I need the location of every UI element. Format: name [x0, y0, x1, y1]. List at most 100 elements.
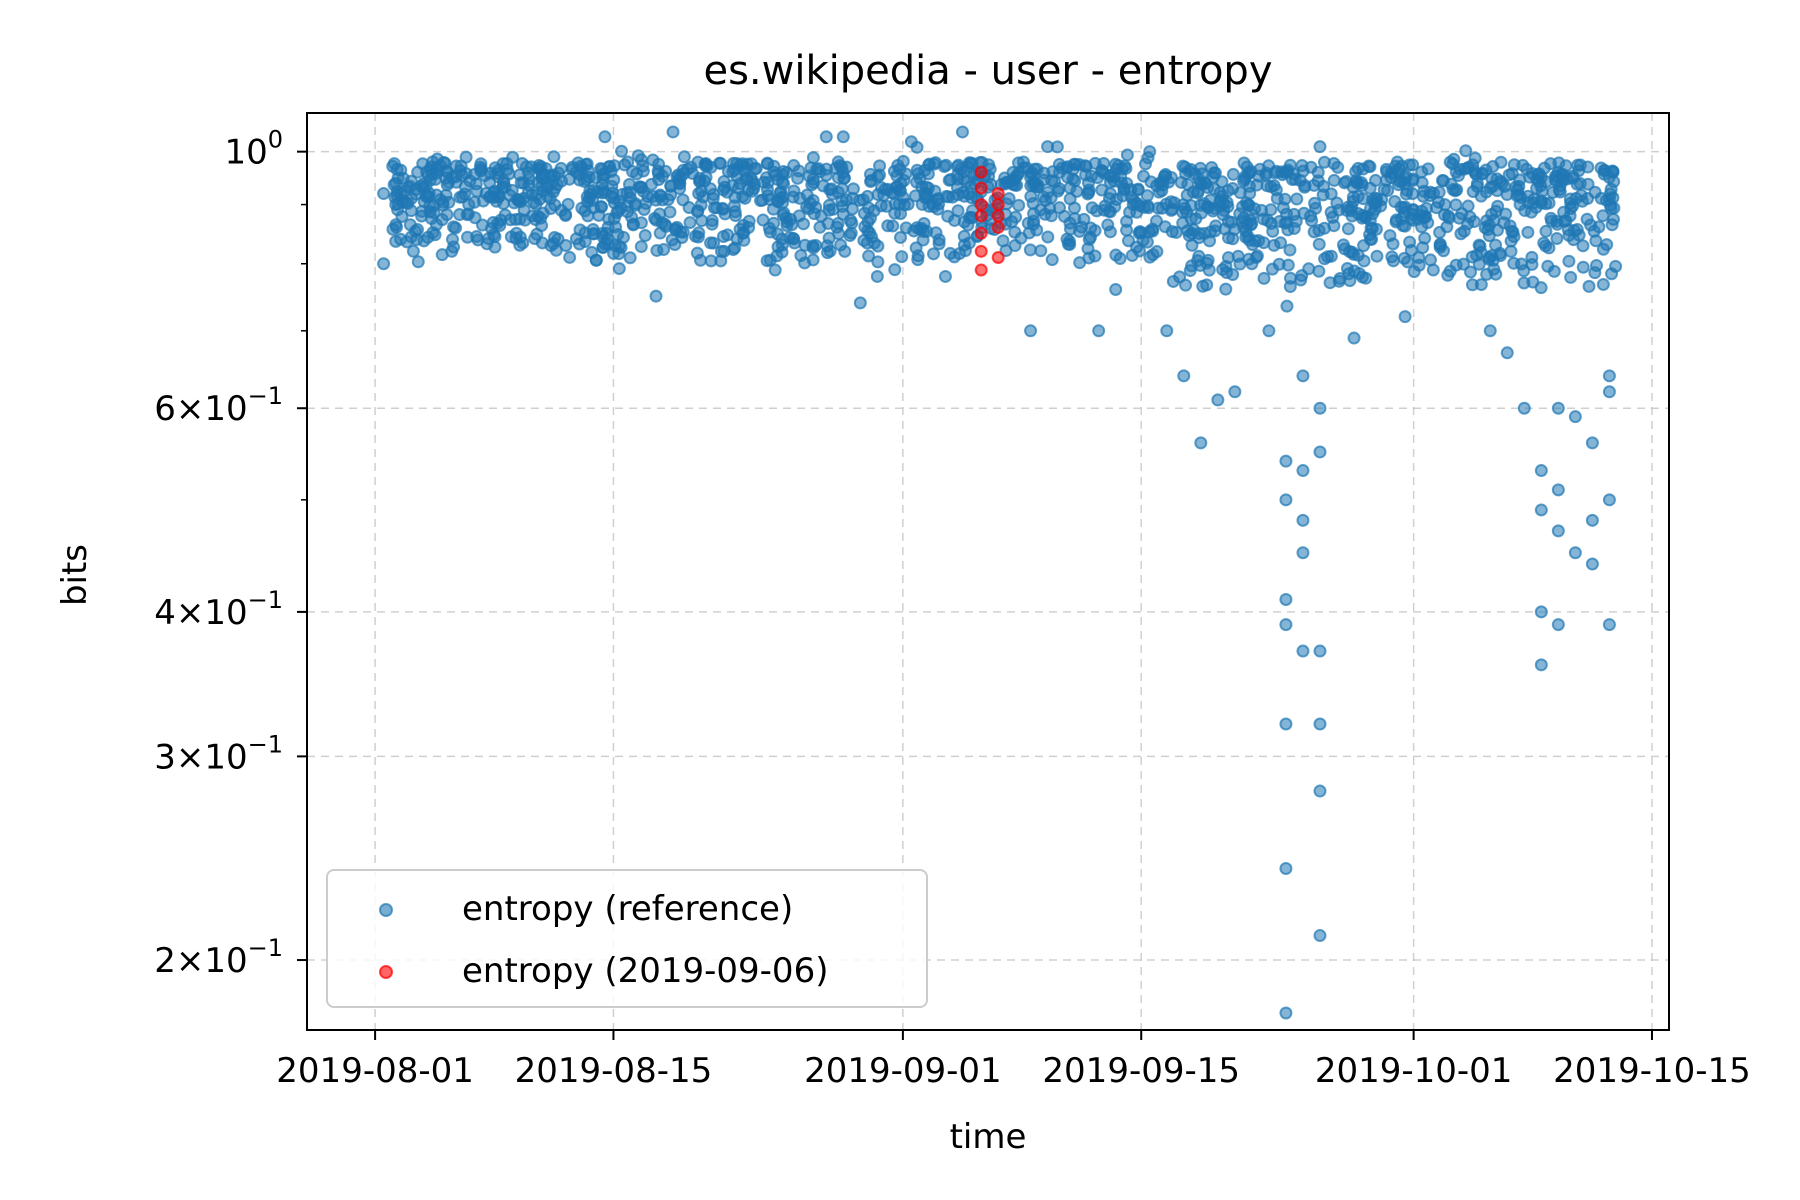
data-point-reference: [1553, 185, 1567, 199]
legend-box: [326, 869, 928, 1008]
data-point-reference: [1270, 191, 1284, 205]
data-point-reference: [539, 162, 553, 176]
data-point-anomaly: [974, 198, 988, 212]
data-point-reference: [1242, 166, 1256, 180]
data-point-reference: [563, 250, 577, 264]
data-point-reference: [963, 156, 977, 170]
data-point-reference: [899, 221, 913, 235]
data-point-reference: [525, 209, 539, 223]
data-point-reference: [1400, 183, 1414, 197]
data-point-reference: [736, 218, 750, 232]
data-point-reference: [1461, 161, 1475, 175]
data-point-reference: [596, 167, 610, 181]
data-point-reference: [779, 211, 793, 225]
data-point-reference: [706, 236, 720, 250]
data-point-reference: [1150, 179, 1164, 193]
data-point-reference: [453, 164, 467, 178]
data-point-reference: [1084, 230, 1098, 244]
data-point-reference: [690, 205, 704, 219]
data-point-reference: [796, 217, 810, 231]
data-point-reference: [1570, 222, 1584, 236]
data-point-reference: [1312, 237, 1326, 251]
data-point-reference: [377, 187, 391, 201]
data-point-reference: [1257, 271, 1271, 285]
y-tick-label: 4×10−1: [154, 586, 283, 633]
data-point-reference: [948, 213, 962, 227]
legend-marker-anomaly: [379, 965, 393, 979]
data-point-reference: [771, 227, 785, 241]
data-point-reference: [1456, 257, 1470, 271]
data-point-reference: [1493, 246, 1507, 260]
data-point-reference: [917, 224, 931, 238]
data-point-reference: [1137, 169, 1151, 183]
data-point-reference: [453, 190, 467, 204]
data-point-reference: [760, 182, 774, 196]
data-point-reference: [1576, 239, 1590, 253]
data-point-reference: [666, 125, 680, 139]
data-point-reference: [1388, 195, 1402, 209]
data-point-reference: [901, 197, 915, 211]
data-point-reference: [611, 204, 625, 218]
data-point-reference: [1318, 252, 1332, 266]
data-point-reference: [819, 130, 833, 144]
data-point-reference: [1296, 644, 1310, 658]
data-point-reference: [1324, 187, 1338, 201]
data-point-reference: [438, 156, 452, 170]
data-point-reference: [411, 165, 425, 179]
data-point-reference: [1045, 174, 1059, 188]
data-point-reference: [692, 174, 706, 188]
data-point-reference: [581, 209, 595, 223]
data-point-reference: [1514, 257, 1528, 271]
data-point-reference: [806, 172, 820, 186]
data-point-reference: [873, 159, 887, 173]
data-point-reference: [1600, 238, 1614, 252]
data-point-reference: [1594, 161, 1608, 175]
data-point-reference: [1457, 224, 1471, 238]
data-point-reference: [1498, 179, 1512, 193]
data-point-reference: [636, 164, 650, 178]
data-point-reference: [1305, 214, 1319, 228]
data-point-reference: [1449, 165, 1463, 179]
data-point-reference: [1012, 198, 1026, 212]
data-point-reference: [473, 160, 487, 174]
data-point-reference: [1369, 173, 1383, 187]
data-point-reference: [1209, 219, 1223, 233]
data-point-reference: [1280, 299, 1294, 313]
data-point-reference: [1066, 172, 1080, 186]
data-point-reference: [822, 203, 836, 217]
data-point-reference: [614, 241, 628, 255]
data-point-anomaly: [974, 226, 988, 240]
data-point-reference: [956, 185, 970, 199]
data-point-reference: [1606, 164, 1620, 178]
data-point-reference: [1053, 201, 1067, 215]
data-point-reference: [692, 226, 706, 240]
data-point-reference: [1313, 929, 1327, 943]
legend: entropy (reference) entropy (2019-09-06): [326, 869, 928, 1008]
data-point-reference: [406, 244, 420, 258]
data-point-reference: [816, 179, 830, 193]
data-point-reference: [396, 195, 410, 209]
data-point-reference: [1341, 222, 1355, 236]
data-point-reference: [1288, 172, 1302, 186]
data-point-reference: [638, 229, 652, 243]
data-point-reference: [1363, 160, 1377, 174]
data-point-reference: [744, 157, 758, 171]
chart-title: es.wikipedia - user - entropy: [703, 48, 1272, 94]
data-point-reference: [548, 181, 562, 195]
data-point-reference: [1166, 274, 1180, 288]
data-point-reference: [1124, 190, 1138, 204]
data-point-reference: [1103, 225, 1117, 239]
data-point-reference: [676, 193, 690, 207]
data-point-reference: [1605, 218, 1619, 232]
data-point-reference: [1534, 503, 1548, 517]
data-point-reference: [1079, 159, 1093, 173]
data-point-reference: [705, 217, 719, 231]
data-point-reference: [1219, 282, 1233, 296]
data-point-reference: [829, 161, 843, 175]
data-point-reference: [598, 185, 612, 199]
data-point-reference: [430, 188, 444, 202]
x-tick-label: 2019-08-15: [515, 1051, 713, 1091]
data-point-reference: [1333, 271, 1347, 285]
data-point-reference: [442, 195, 456, 209]
